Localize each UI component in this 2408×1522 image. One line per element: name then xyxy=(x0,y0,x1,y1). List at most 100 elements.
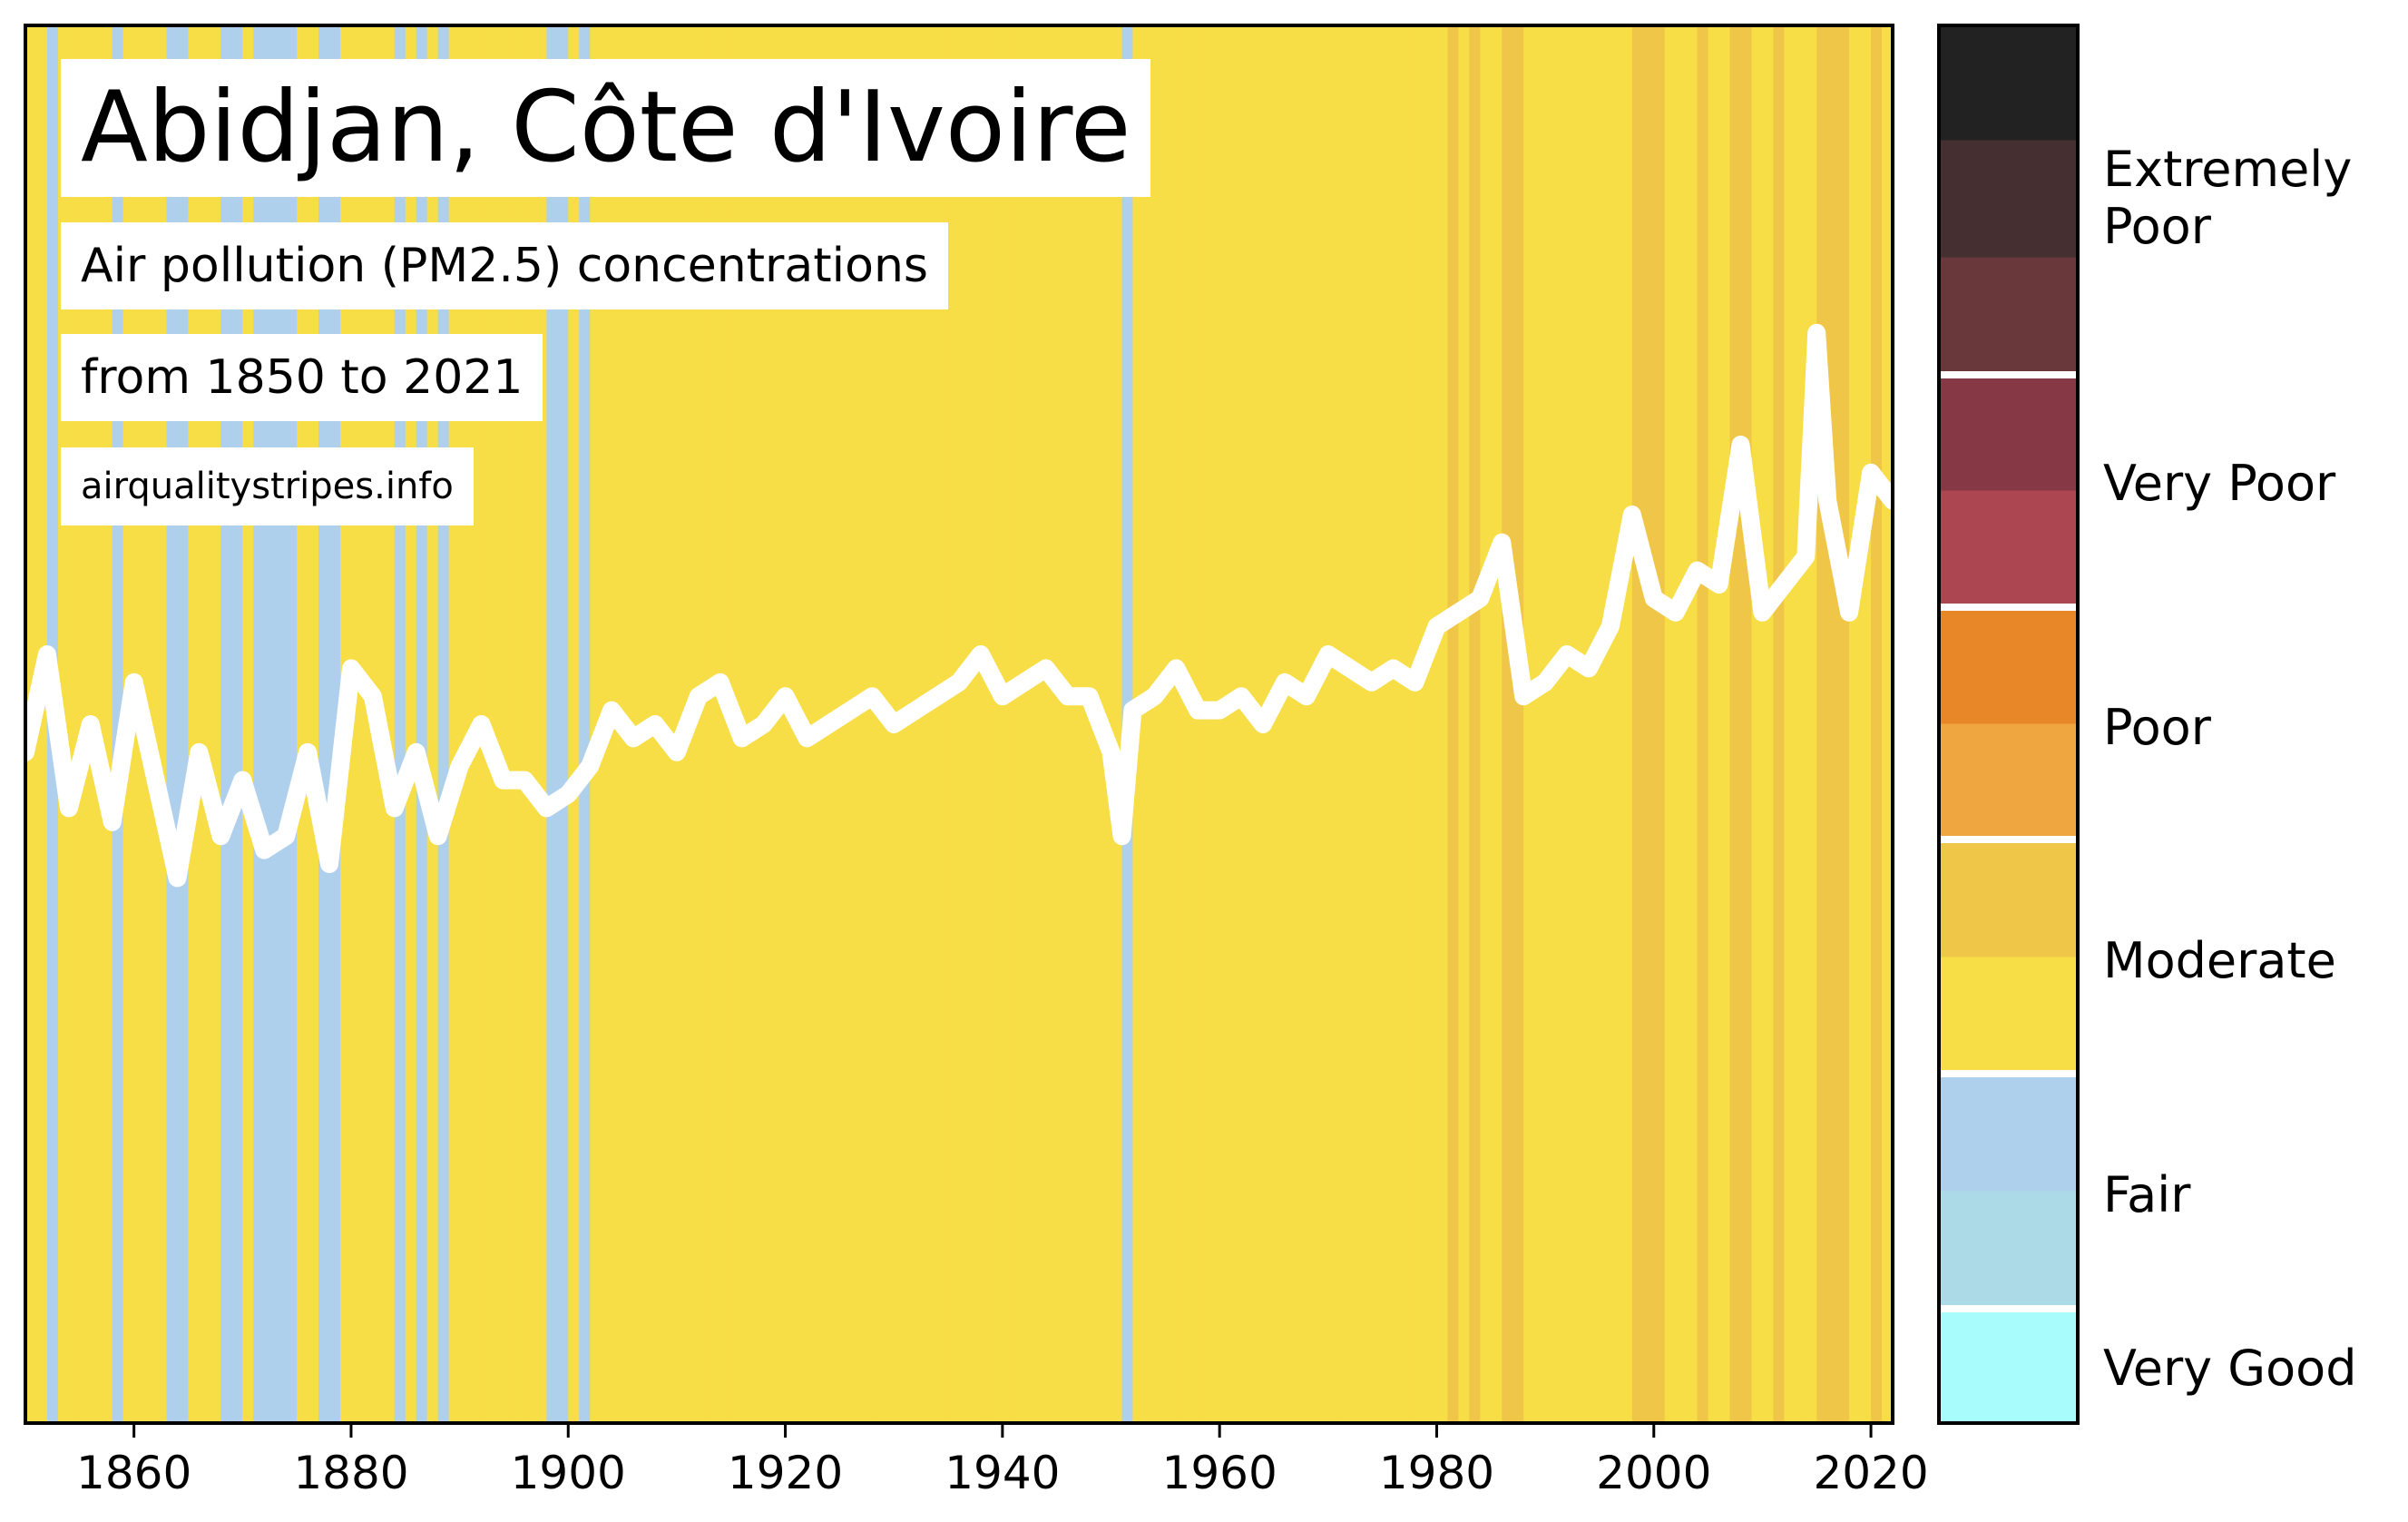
source-link[interactable]: airqualitystripes.info xyxy=(61,447,474,525)
stripe-1926-moderate xyxy=(850,25,862,1423)
stripe-1981-moderate-high xyxy=(1447,25,1459,1423)
stripe-1935-moderate xyxy=(948,25,960,1423)
stripe-1913-moderate xyxy=(709,25,721,1423)
stripe-1991-moderate xyxy=(1556,25,1568,1423)
plot-frame xyxy=(24,24,1894,1425)
stripe-1977-moderate xyxy=(1404,25,1416,1423)
stripe-1975-moderate xyxy=(1382,25,1395,1423)
x-tick-label-1900: 1900 xyxy=(511,1447,626,1499)
colorbar-cells xyxy=(1939,25,2078,1424)
stripe-2010-moderate xyxy=(1762,25,1774,1423)
stripe-1950-moderate xyxy=(1111,25,1123,1423)
colorbar-cell-extremely-poor-mid xyxy=(1939,140,2078,258)
stripe-1993-moderate xyxy=(1578,25,1590,1423)
stripe-1912-moderate xyxy=(698,25,710,1423)
stripe-1958-moderate xyxy=(1198,25,1209,1423)
colorbar-cell-extremely-poor-high xyxy=(1939,25,2078,141)
stripe-1953-moderate xyxy=(1143,25,1155,1423)
stripe-1936-moderate xyxy=(959,25,971,1423)
stripe-1956-moderate xyxy=(1176,25,1188,1423)
colorbar-label-very-poor: Very Poor xyxy=(2103,455,2336,512)
x-tick-label-1940: 1940 xyxy=(945,1447,1060,1499)
stripe-1978-moderate xyxy=(1414,25,1427,1423)
stripe-1988-moderate xyxy=(1523,25,1535,1423)
stripe-1984-moderate xyxy=(1480,25,1492,1423)
stripe-2005-moderate xyxy=(1708,25,1720,1423)
stripe-2017-moderate-high xyxy=(1838,25,1850,1423)
stripe-1979-moderate xyxy=(1425,25,1438,1423)
stripe-2015-moderate-high xyxy=(1816,25,1828,1423)
stripe-1954-moderate xyxy=(1154,25,1166,1423)
stripe-2006-moderate xyxy=(1718,25,1731,1423)
colorbar-cell-very-good xyxy=(1939,1309,2078,1424)
stripe-1982-moderate xyxy=(1458,25,1470,1423)
stripe-2018-moderate xyxy=(1849,25,1861,1423)
stripe-1928-moderate xyxy=(872,25,884,1423)
chart-period: from 1850 to 2021 xyxy=(61,334,543,421)
stripe-1989-moderate xyxy=(1534,25,1546,1423)
stripe-2002-moderate xyxy=(1675,25,1688,1423)
stripe-1997-moderate xyxy=(1620,25,1633,1423)
stripe-1999-moderate-high xyxy=(1642,25,1655,1423)
colorbar-cell-moderate-high xyxy=(1939,840,2078,957)
stripe-1900-moderate xyxy=(568,25,580,1423)
colorbar-cell-fair-high xyxy=(1939,1074,2078,1192)
stripe-1957-moderate xyxy=(1187,25,1199,1423)
colorbar-label-extremely-poor-line1: Extremely xyxy=(2103,141,2352,198)
stripe-2001-moderate xyxy=(1664,25,1677,1423)
stripe-1945-moderate xyxy=(1056,25,1069,1423)
stripe-1909-moderate xyxy=(665,25,678,1423)
stripe-1899-fair xyxy=(557,25,569,1423)
stripe-2013-moderate xyxy=(1795,25,1806,1423)
stripe-1940-moderate xyxy=(1002,25,1014,1423)
x-tick-label-1920: 1920 xyxy=(728,1447,843,1499)
stripe-1901-fair xyxy=(579,25,591,1423)
stripe-1941-moderate xyxy=(1013,25,1025,1423)
stripe-1955-moderate xyxy=(1165,25,1177,1423)
stripe-1919-moderate xyxy=(774,25,787,1423)
stripe-1947-moderate xyxy=(1078,25,1091,1423)
colorbar-cell-very-poor-high xyxy=(1939,375,2078,491)
stripe-1973-moderate xyxy=(1360,25,1373,1423)
colorbar: Extremely Poor Very Poor Poor Moderate F… xyxy=(1937,24,2357,1425)
colorbar-label-poor: Poor xyxy=(2103,699,2212,756)
stripe-1983-moderate-high xyxy=(1469,25,1481,1423)
stripe-1898-fair xyxy=(546,25,558,1423)
chart-subtitle: Air pollution (PM2.5) concentrations xyxy=(61,222,948,309)
x-tick-label-2000: 2000 xyxy=(1596,1447,1711,1499)
stripe-1942-moderate xyxy=(1023,25,1036,1423)
chart-title: Abidjan, Côte d'Ivoire xyxy=(61,59,1151,197)
stripe-2009-moderate xyxy=(1751,25,1764,1423)
stripe-1980-moderate xyxy=(1436,25,1449,1423)
stripe-1967-moderate xyxy=(1295,25,1307,1423)
stripe-2016-moderate-high xyxy=(1827,25,1839,1423)
stripe-1996-moderate xyxy=(1610,25,1622,1423)
stripe-1995-moderate xyxy=(1599,25,1611,1423)
stripe-1987-moderate-high xyxy=(1512,25,1524,1423)
stripe-1962-moderate xyxy=(1241,25,1253,1423)
stripe-1971-moderate xyxy=(1338,25,1351,1423)
stripe-1961-moderate xyxy=(1230,25,1242,1423)
colorbar-label-moderate: Moderate xyxy=(2103,932,2336,989)
colorbar-frame xyxy=(1937,24,2080,1425)
colorbar-cell-extremely-poor-low xyxy=(1939,257,2078,376)
x-tick-label-2020: 2020 xyxy=(1813,1447,1928,1499)
stripe-2003-moderate xyxy=(1686,25,1698,1423)
stripe-1990-moderate xyxy=(1545,25,1557,1423)
stripe-1974-moderate xyxy=(1371,25,1384,1423)
stripe-2021-moderate xyxy=(1882,25,1894,1423)
stripe-2007-moderate-high xyxy=(1729,25,1742,1423)
stripe-1992-moderate xyxy=(1567,25,1579,1423)
x-axis: 1860 1880 1900 1920 1940 1960 1980 2000 2020 xyxy=(76,1423,1929,1499)
stripe-1938-moderate xyxy=(980,25,993,1423)
stripe-1976-moderate xyxy=(1393,25,1405,1423)
x-tick-label-1860: 1860 xyxy=(76,1447,191,1499)
colorbar-cell-moderate-low xyxy=(1939,957,2078,1075)
stripe-1851-moderate xyxy=(35,25,48,1423)
colorbar-label-very-good: Very Good xyxy=(2103,1340,2357,1397)
stripe-2011-moderate-high xyxy=(1773,25,1785,1423)
stripe-1932-moderate xyxy=(915,25,927,1423)
colorbar-cell-poor-high xyxy=(1939,607,2078,724)
stripe-2014-moderate xyxy=(1806,25,1817,1423)
x-tick-label-1980: 1980 xyxy=(1379,1447,1494,1499)
